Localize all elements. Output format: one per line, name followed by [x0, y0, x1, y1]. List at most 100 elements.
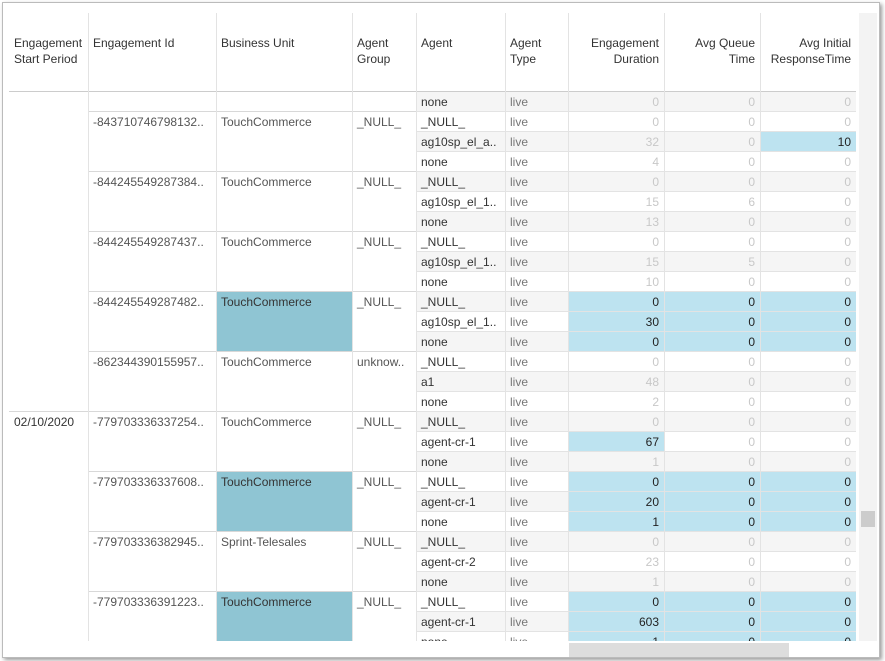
value-cell: 0 — [652, 95, 659, 109]
value-cell: 0 — [748, 135, 755, 149]
value-cell: 1 — [568, 512, 664, 532]
value-cell: 0 — [844, 235, 851, 249]
agent-type: live — [510, 295, 529, 309]
selected-cell — [216, 592, 352, 641]
value-cell: 4 — [652, 155, 659, 169]
agent: none — [421, 95, 448, 109]
agent-type: live — [510, 335, 529, 349]
agent-type: live — [510, 595, 529, 609]
agent-group: _NULL_ — [357, 235, 402, 249]
value-cell: 0 — [844, 95, 851, 109]
row-line — [416, 291, 856, 292]
agent-type: live — [510, 615, 529, 629]
value-cell: 0 — [664, 612, 760, 632]
selected-cell — [216, 292, 352, 352]
agent-type: live — [510, 415, 529, 429]
business-unit: TouchCommerce — [221, 235, 312, 249]
value-cell: 0 — [748, 455, 755, 469]
row-band — [416, 572, 856, 592]
row-line — [416, 251, 856, 252]
group-line — [88, 531, 416, 532]
engagement-id: -844245549287437.. — [93, 235, 204, 249]
value-cell: 0 — [748, 415, 755, 429]
value-cell: 0 — [844, 555, 851, 569]
column-header: Agent Type — [510, 36, 542, 66]
value-cell: 0 — [748, 395, 755, 409]
agent: ag10sp_el_1.. — [421, 315, 497, 329]
agent: none — [421, 575, 448, 589]
row-band — [416, 412, 856, 432]
scroll-thumb[interactable] — [569, 643, 789, 657]
column-header: Avg Initial ResponseTime — [770, 36, 851, 66]
business-unit: TouchCommerce — [221, 295, 312, 309]
row-line — [416, 211, 856, 212]
agent-type: live — [510, 255, 529, 269]
agent: none — [421, 275, 448, 289]
row-band — [416, 252, 856, 272]
agent-type: live — [510, 495, 529, 509]
value-cell: 0 — [760, 312, 856, 332]
row-line — [416, 451, 856, 452]
column-header: Agent — [421, 36, 453, 50]
agent-type: live — [510, 555, 529, 569]
value-cell: 30 — [568, 312, 664, 332]
group-line — [88, 351, 416, 352]
value-cell: 0 — [844, 255, 851, 269]
row-line — [416, 591, 856, 592]
row-line — [416, 171, 856, 172]
value-cell: 0 — [652, 535, 659, 549]
selected-cell — [216, 472, 352, 532]
agent: a1 — [421, 375, 435, 389]
value-cell: 0 — [748, 215, 755, 229]
agent: _NULL_ — [421, 235, 466, 249]
engagement-id: -843710746798132.. — [93, 115, 204, 129]
column-line — [352, 13, 353, 641]
vertical-scrollbar[interactable] — [859, 13, 877, 641]
header-line — [9, 91, 856, 92]
row-band — [416, 452, 856, 472]
group-line — [88, 591, 416, 592]
agent: agent-cr-1 — [421, 615, 476, 629]
value-cell: 0 — [748, 155, 755, 169]
value-cell: 15 — [645, 195, 659, 209]
agent: _NULL_ — [421, 295, 466, 309]
column-header: Avg Queue Time — [695, 36, 755, 66]
agent-group: _NULL_ — [357, 475, 402, 489]
agent: _NULL_ — [421, 535, 466, 549]
value-cell: 0 — [652, 175, 659, 189]
scroll-thumb[interactable] — [861, 511, 875, 527]
row-line — [416, 231, 856, 232]
agent: _NULL_ — [421, 595, 466, 609]
agent-type: live — [510, 375, 529, 389]
value-cell: 23 — [645, 555, 659, 569]
value-cell: 0 — [844, 275, 851, 289]
agent: _NULL_ — [421, 175, 466, 189]
value-cell: 0 — [760, 292, 856, 312]
agent-type: live — [510, 435, 529, 449]
value-cell: 13 — [645, 215, 659, 229]
value-cell: 0 — [664, 512, 760, 532]
agent-type: live — [510, 215, 529, 229]
value-cell: 67 — [568, 432, 664, 452]
business-unit: TouchCommerce — [221, 115, 312, 129]
row-line — [416, 431, 856, 432]
value-cell: 0 — [748, 435, 755, 449]
start-period: 02/10/2020 — [14, 415, 75, 429]
row-line — [416, 611, 856, 612]
column-header: Engagement Start Period — [14, 36, 83, 66]
business-unit: Sprint-Telesales — [221, 535, 307, 549]
value-cell: 0 — [568, 332, 664, 352]
value-cell: 0 — [664, 592, 760, 612]
value-cell: 0 — [844, 455, 851, 469]
agent: ag10sp_el_a.. — [421, 135, 497, 149]
row-line — [416, 391, 856, 392]
value-cell: 0 — [844, 355, 851, 369]
value-cell: 0 — [844, 215, 851, 229]
value-cell: 0 — [844, 155, 851, 169]
row-band — [416, 212, 856, 232]
agent-type: live — [510, 315, 529, 329]
row-line — [416, 491, 856, 492]
agent-type: live — [510, 95, 529, 109]
group-line — [88, 111, 416, 112]
agent: none — [421, 335, 448, 349]
